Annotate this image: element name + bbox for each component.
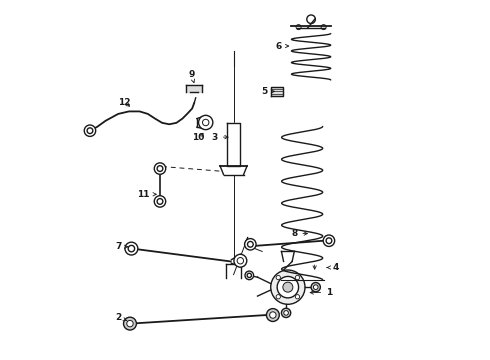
Text: 4: 4	[327, 263, 339, 272]
Circle shape	[321, 24, 326, 30]
Circle shape	[284, 311, 289, 315]
Circle shape	[295, 275, 299, 280]
Circle shape	[245, 271, 253, 280]
Circle shape	[123, 317, 136, 330]
Text: 5: 5	[262, 87, 274, 96]
Circle shape	[154, 163, 166, 174]
Circle shape	[245, 239, 256, 250]
Polygon shape	[186, 85, 202, 93]
Circle shape	[270, 312, 276, 318]
Text: 2: 2	[115, 313, 127, 322]
Circle shape	[125, 242, 138, 255]
Text: 8: 8	[291, 229, 307, 238]
Text: 7: 7	[115, 242, 128, 251]
Circle shape	[295, 294, 299, 299]
Circle shape	[267, 309, 279, 321]
Circle shape	[277, 276, 298, 298]
Circle shape	[127, 320, 133, 327]
Text: 10: 10	[193, 133, 205, 142]
Circle shape	[84, 125, 96, 136]
Circle shape	[154, 196, 166, 207]
Text: 12: 12	[118, 98, 130, 107]
Circle shape	[281, 308, 291, 318]
Circle shape	[270, 270, 305, 304]
Circle shape	[234, 254, 247, 267]
Polygon shape	[227, 123, 240, 166]
Circle shape	[314, 285, 318, 289]
Circle shape	[283, 282, 293, 292]
Circle shape	[198, 115, 213, 130]
Text: 6: 6	[275, 41, 289, 50]
Text: 1: 1	[310, 288, 332, 297]
Circle shape	[323, 235, 335, 247]
Circle shape	[311, 283, 320, 292]
Circle shape	[307, 15, 316, 23]
Polygon shape	[271, 87, 283, 96]
Text: 3: 3	[212, 132, 228, 141]
Text: 9: 9	[188, 70, 195, 83]
Circle shape	[276, 275, 280, 280]
Circle shape	[296, 24, 301, 30]
Circle shape	[276, 294, 280, 299]
Text: 11: 11	[137, 190, 156, 199]
